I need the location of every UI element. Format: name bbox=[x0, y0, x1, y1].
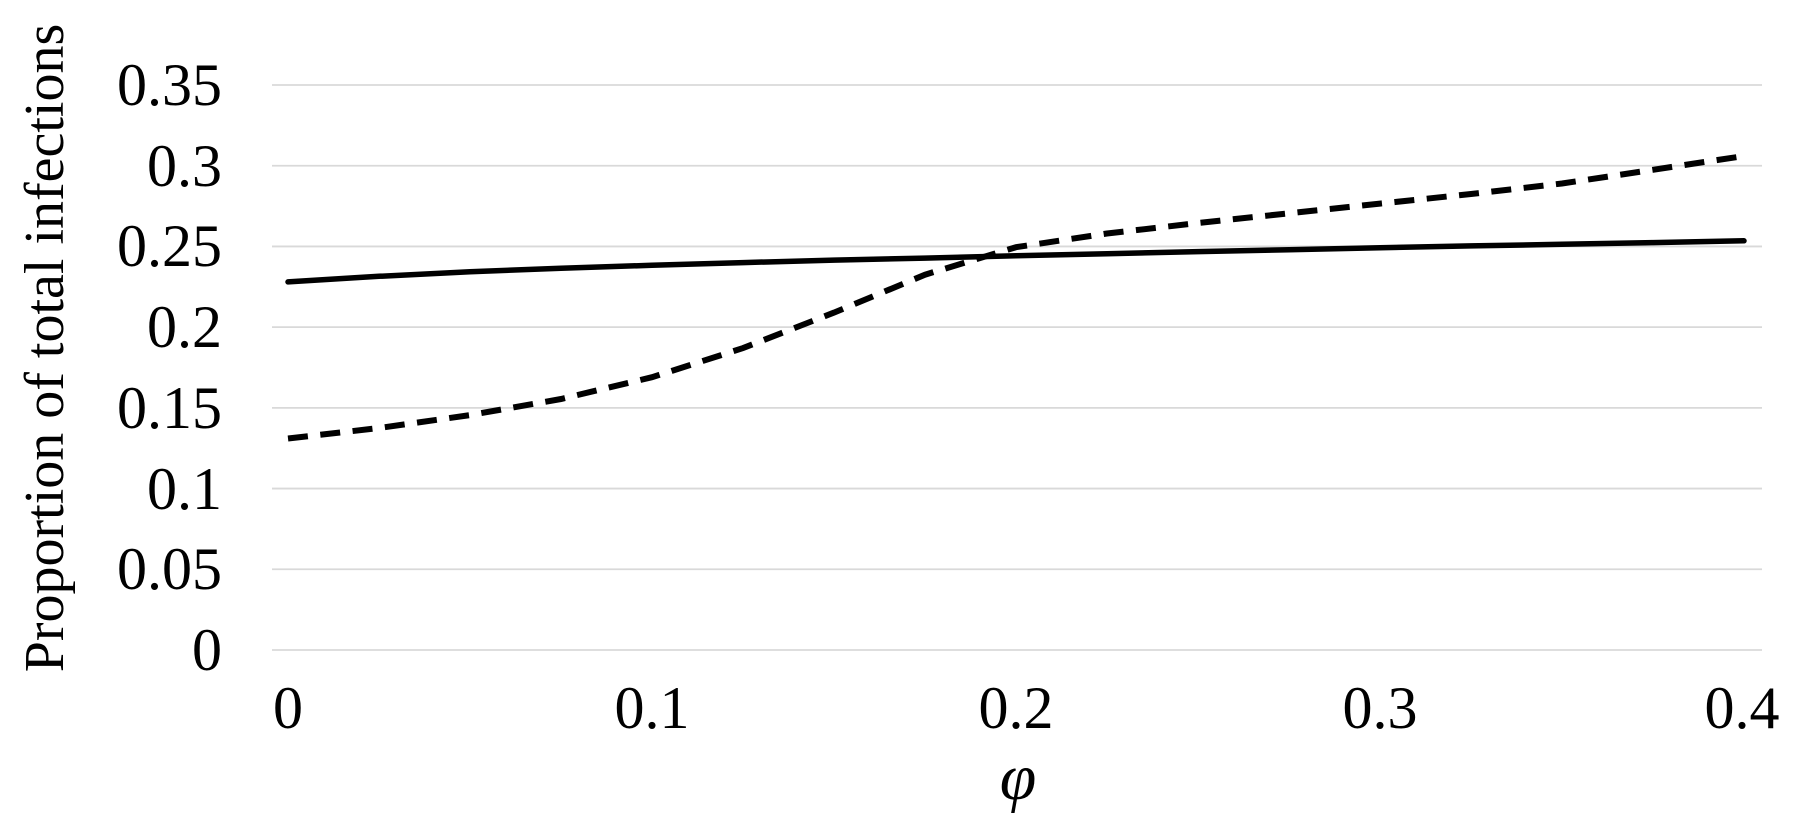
solid-series-line bbox=[285, 238, 1747, 285]
y-tick-label-0: 0 bbox=[192, 617, 222, 683]
x-tick-label-0.4: 0.4 bbox=[1704, 675, 1780, 741]
y-tick-label-0.1: 0.1 bbox=[147, 455, 222, 522]
dashed-series-line bbox=[287, 153, 1745, 442]
y-tick-label-0.3: 0.3 bbox=[147, 132, 222, 199]
x-tick-label-0.3: 0.3 bbox=[1342, 675, 1418, 741]
y-tick-label-0.25: 0.25 bbox=[117, 213, 222, 280]
y-tick-label-0.35: 0.35 bbox=[117, 52, 222, 118]
y-tick-label-0.05: 0.05 bbox=[117, 536, 222, 603]
y-tick-label-0.15: 0.15 bbox=[117, 374, 222, 441]
x-tick-label-0: 0 bbox=[273, 675, 303, 741]
y-tick-label-0.2: 0.2 bbox=[147, 294, 222, 361]
x-tick-label-0.1: 0.1 bbox=[614, 675, 690, 741]
x-tick-label-0.2: 0.2 bbox=[978, 675, 1054, 741]
x-axis-title: φ bbox=[999, 741, 1037, 814]
